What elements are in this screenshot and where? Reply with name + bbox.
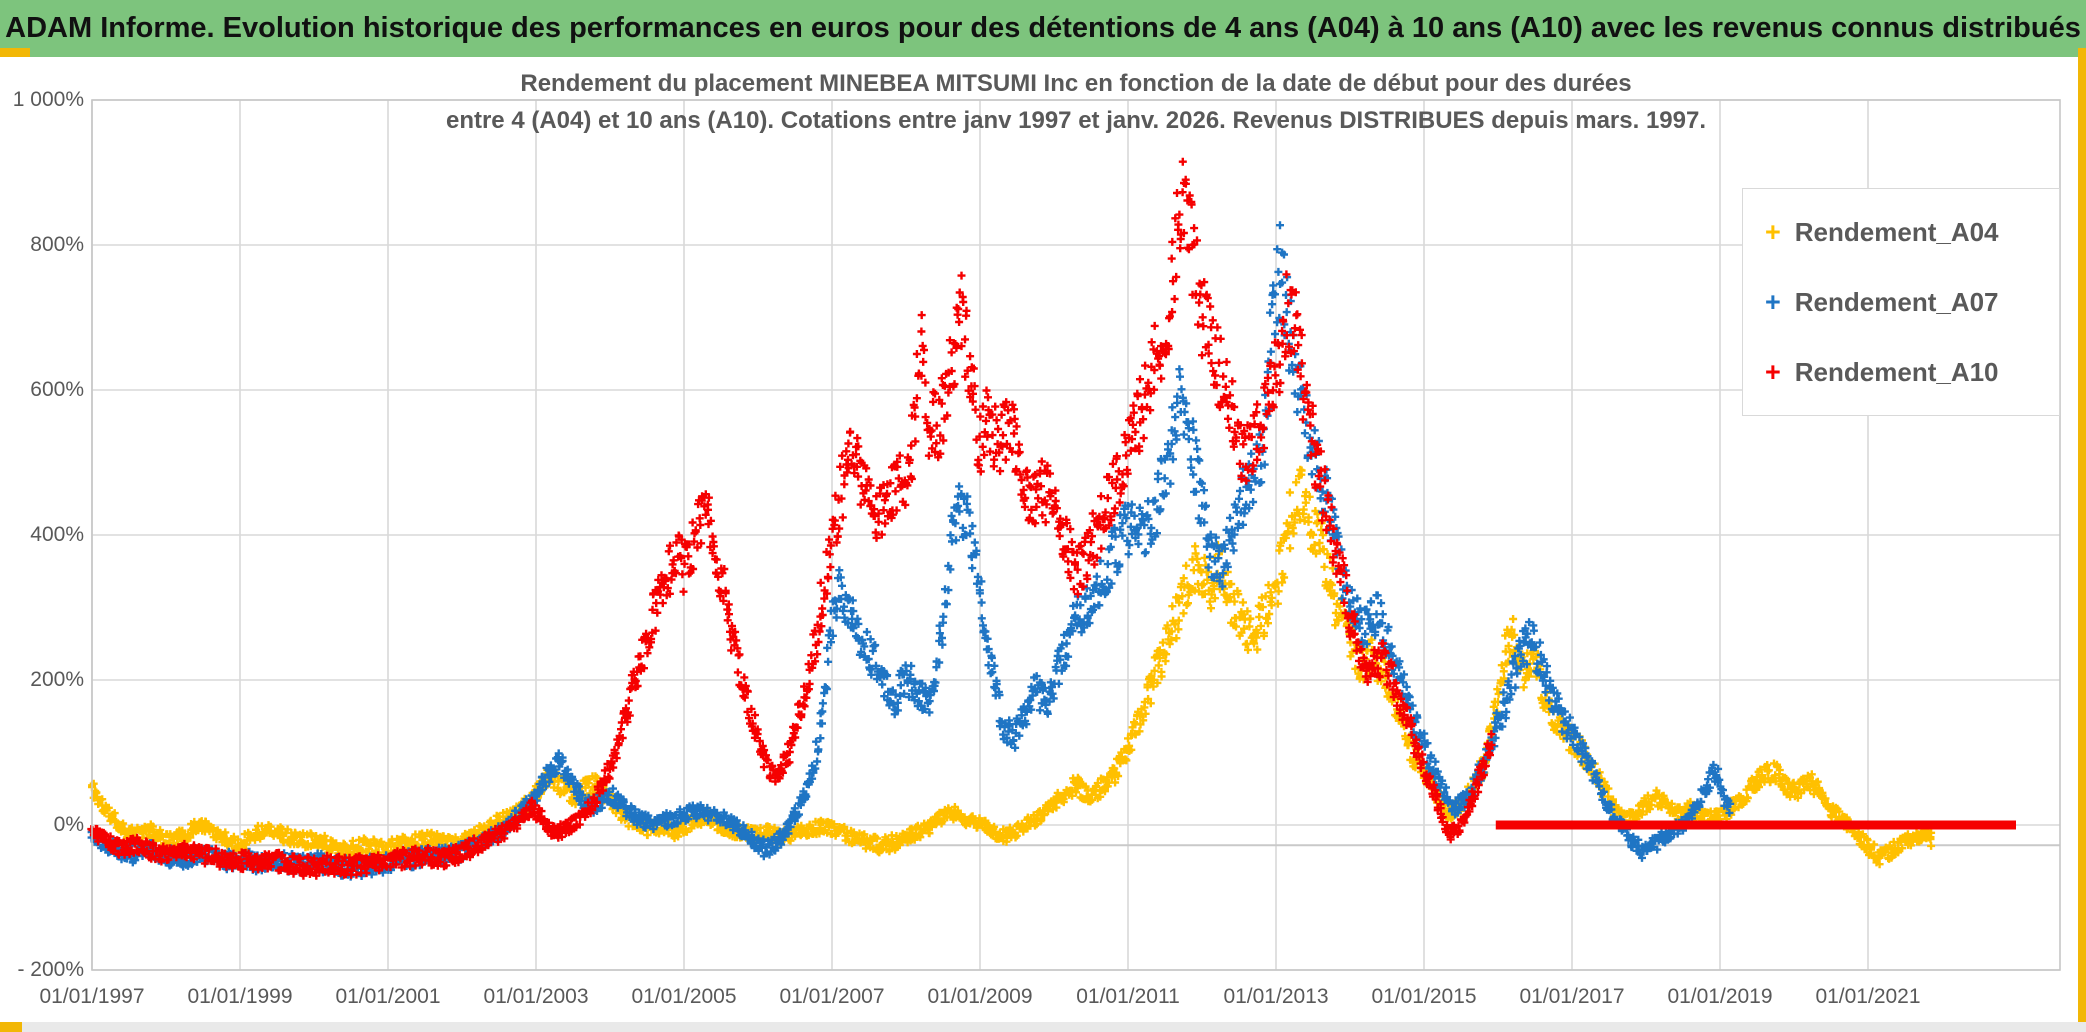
header-bar: ADAM Informe. Evolution historique des p… bbox=[0, 0, 2086, 57]
x-tick-label: 01/01/2017 bbox=[1519, 985, 1625, 1008]
right-edge-strip bbox=[2078, 48, 2086, 1032]
yellow-bottom-stub bbox=[0, 1022, 22, 1032]
legend-label: Rendement_A07 bbox=[1794, 286, 1999, 317]
x-tick-label: 01/01/2015 bbox=[1371, 985, 1477, 1008]
legend-item-rendement_a10[interactable]: + Rendement_A10 bbox=[1743, 357, 2059, 388]
bottom-edge-strip bbox=[0, 1022, 2086, 1032]
x-tick-label: 01/01/2005 bbox=[631, 985, 737, 1008]
y-tick-label: 200% bbox=[30, 668, 84, 691]
plus-marker-icon: + bbox=[1765, 356, 1781, 387]
x-tick-label: 01/01/2009 bbox=[927, 985, 1033, 1008]
legend-label: Rendement_A10 bbox=[1794, 356, 1999, 387]
x-tick-label: 01/01/2011 bbox=[1076, 985, 1180, 1008]
x-tick-label: 01/01/2003 bbox=[483, 985, 589, 1008]
chart-title-line2: entre 4 (A04) et 10 ans (A10). Cotations… bbox=[445, 107, 1707, 134]
y-tick-label: - 200% bbox=[17, 958, 84, 981]
page-title: ADAM Informe. Evolution historique des p… bbox=[5, 12, 2081, 44]
x-tick-label: 01/01/1999 bbox=[187, 985, 293, 1008]
y-tick-label: 0% bbox=[53, 813, 84, 836]
plus-marker-icon: + bbox=[1765, 286, 1781, 317]
chart-legend: + Rendement_A04 + Rendement_A07 + Rendement_A… bbox=[1742, 188, 2060, 416]
legend-label: Rendement_A04 bbox=[1794, 216, 1999, 247]
y-tick-label: 600% bbox=[30, 378, 84, 401]
series-rendement_a07[interactable] bbox=[87, 221, 1735, 881]
x-tick-label: 01/01/2019 bbox=[1667, 985, 1773, 1008]
x-tick-label: 01/01/2021 bbox=[1815, 985, 1921, 1008]
yellow-left-stub bbox=[0, 48, 30, 57]
x-tick-label: 01/01/2001 bbox=[335, 985, 441, 1008]
y-tick-label: 800% bbox=[30, 233, 84, 256]
plot-border bbox=[91, 99, 2061, 971]
y-tick-label: 1 000% bbox=[12, 88, 84, 111]
chart-title-line1: Rendement du placement MINEBEA MITSUMI I… bbox=[520, 70, 1632, 97]
y-tick-label: 400% bbox=[30, 523, 84, 546]
legend-item-rendement_a07[interactable]: + Rendement_A07 bbox=[1743, 287, 2059, 318]
plus-marker-icon: + bbox=[1765, 216, 1781, 247]
x-tick-label: 01/01/1997 bbox=[39, 985, 145, 1008]
x-tick-label: 01/01/2013 bbox=[1223, 985, 1329, 1008]
series-rendement_a10[interactable] bbox=[87, 157, 1496, 880]
legend-item-rendement_a04[interactable]: + Rendement_A04 bbox=[1743, 217, 2059, 248]
series-rendement_a04[interactable] bbox=[88, 465, 1936, 869]
x-tick-label: 01/01/2007 bbox=[779, 985, 885, 1008]
